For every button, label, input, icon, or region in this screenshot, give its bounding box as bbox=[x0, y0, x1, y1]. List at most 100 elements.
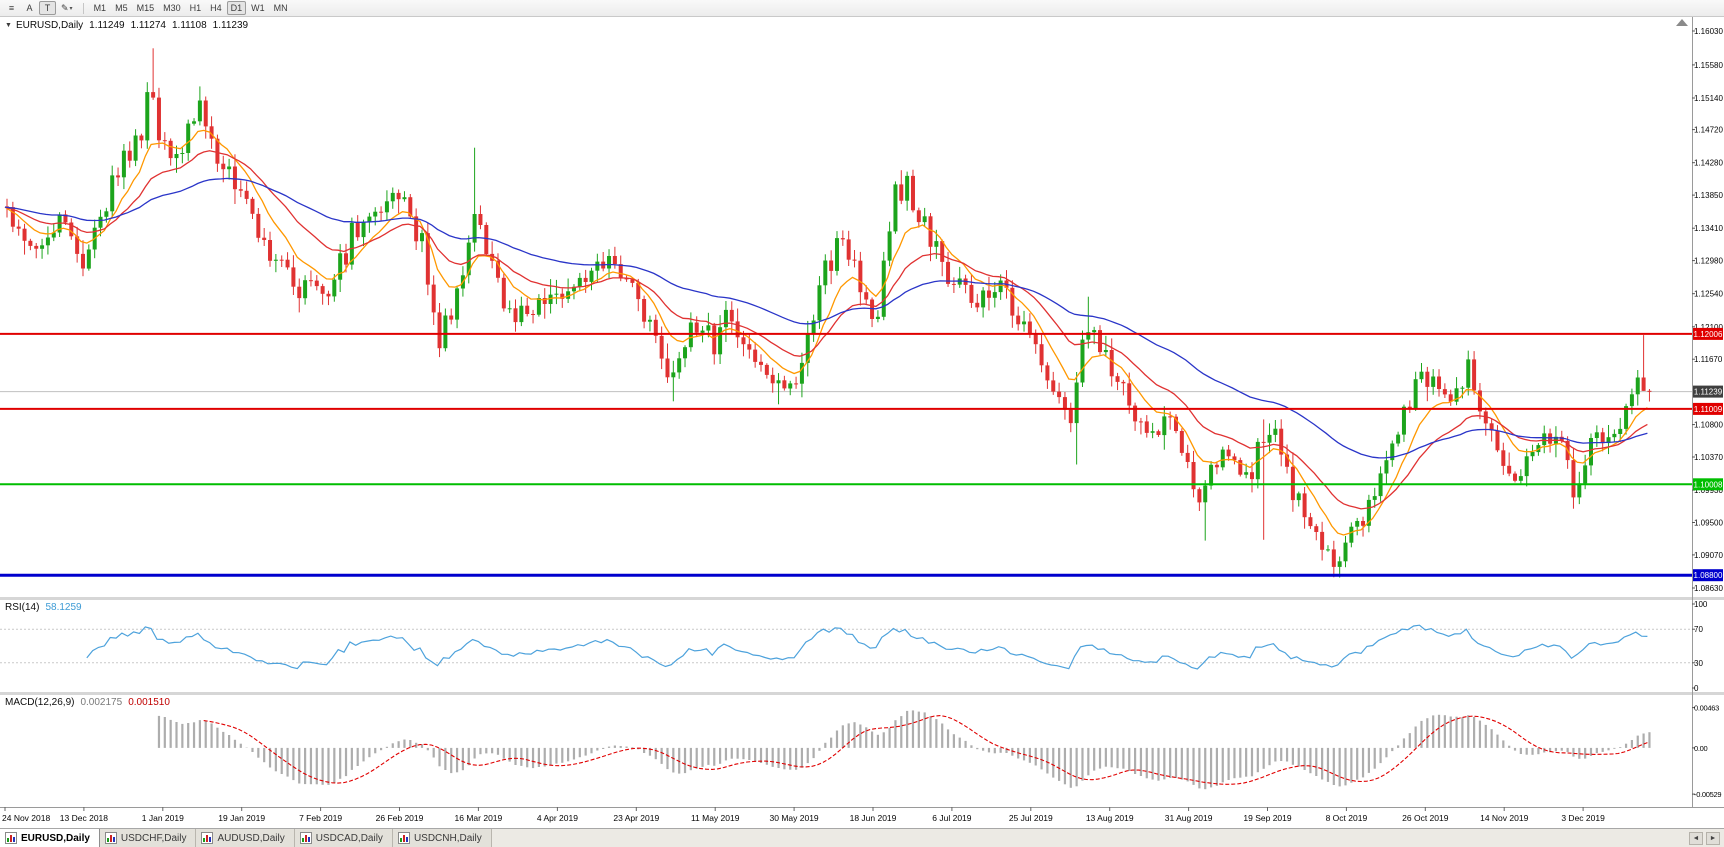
macd-axis-tick: 0.00 bbox=[1694, 744, 1708, 753]
candlestick-series bbox=[5, 48, 1652, 578]
level-price-tag bbox=[1693, 327, 1723, 340]
price-axis-tick: 1.12100 bbox=[1694, 323, 1723, 332]
price-axis-tick: 1.13410 bbox=[1694, 224, 1723, 233]
date-axis-label: 16 Mar 2019 bbox=[455, 813, 503, 823]
chart-list-icon-label: ≡ bbox=[8, 3, 15, 13]
chart-tab-icon bbox=[299, 832, 312, 844]
chart-area[interactable]: 1.16030 1.15580 1.15140 1.14720 1.14280 1.138… bbox=[0, 17, 1724, 828]
date-axis-label: 19 Jan 2019 bbox=[218, 813, 265, 823]
rsi-axis-tick: 30 bbox=[1694, 659, 1703, 668]
chart-tab-usdchf[interactable]: USDCHF,Daily bbox=[99, 829, 197, 847]
timeframe-d1-button[interactable]: D1 bbox=[226, 1, 247, 15]
price-axis-tick: 1.12980 bbox=[1694, 257, 1723, 266]
timeframes-group: M1 M5 M15 M30 H1 H4 D1 W1 MN bbox=[90, 1, 292, 15]
level-price-tag-label: 1.10008 bbox=[1694, 480, 1723, 489]
price-axis-tick: 1.13850 bbox=[1694, 191, 1723, 200]
price-axis-tick: 1.16030 bbox=[1694, 27, 1723, 36]
date-axis-label: 13 Aug 2019 bbox=[1086, 813, 1134, 823]
tab-label: EURUSD,Daily bbox=[21, 832, 90, 844]
date-axis-label: 14 Nov 2019 bbox=[1480, 813, 1528, 823]
chart-tab-icon bbox=[104, 832, 117, 844]
date-axis-label: 1 Jan 2019 bbox=[142, 813, 184, 823]
macd-axis-tick: -0.00529 bbox=[1694, 790, 1721, 799]
date-axis-label: 11 May 2019 bbox=[691, 813, 740, 823]
timeframe-label: H4 bbox=[210, 3, 222, 13]
ma-55-line bbox=[4, 177, 1648, 459]
timeframe-label: M5 bbox=[115, 3, 128, 13]
timeframe-m15-button[interactable]: M15 bbox=[133, 1, 159, 15]
tab-label: USDCNH,Daily bbox=[413, 832, 482, 844]
tab-label: AUDUSD,Daily bbox=[217, 832, 285, 844]
chart-tab-audusd[interactable]: AUDUSD,Daily bbox=[196, 829, 295, 847]
timeframe-label: MN bbox=[273, 3, 288, 13]
date-axis-label: 8 Oct 2019 bbox=[1326, 813, 1368, 823]
timeframe-m30-button[interactable]: M30 bbox=[159, 1, 185, 15]
drawing-tool-button[interactable]: ✎ ▾ bbox=[57, 1, 77, 15]
timeframe-h4-button[interactable]: H4 bbox=[206, 1, 226, 15]
rsi-axis-tick: 70 bbox=[1694, 625, 1703, 634]
chart-tab-usdcnh[interactable]: USDCNH,Daily bbox=[392, 829, 492, 847]
timeframe-w1-button[interactable]: W1 bbox=[247, 1, 269, 15]
price-axis-tick: 1.08630 bbox=[1694, 584, 1723, 593]
rsi-axis-tick: 0 bbox=[1694, 684, 1699, 693]
annotation-tool-button-label: A bbox=[26, 3, 33, 13]
current-price-tag bbox=[1693, 385, 1723, 398]
price-axis-tick: 1.09930 bbox=[1694, 486, 1723, 495]
price-axis-tick: 1.14720 bbox=[1694, 126, 1723, 135]
rsi-line bbox=[86, 624, 1648, 670]
toolbar-separator bbox=[82, 2, 84, 14]
level-price-tag-label: 1.08800 bbox=[1694, 571, 1723, 580]
text-tool-button-label: T bbox=[44, 3, 51, 13]
chart-tab-icon bbox=[5, 832, 17, 844]
timeframe-h1-button[interactable]: H1 bbox=[186, 1, 206, 15]
tabs-scroll-right-button[interactable]: ► bbox=[1706, 831, 1720, 845]
date-axis-label: 4 Apr 2019 bbox=[537, 813, 578, 823]
chart-tab-icon bbox=[201, 832, 214, 844]
timeframe-label: D1 bbox=[230, 3, 243, 13]
date-axis-label: 24 Nov 2018 bbox=[2, 813, 50, 823]
tab-scroll-controls: ◄ ► bbox=[1685, 829, 1724, 847]
toolbar: ≡ A T ✎ ▾ M1 M5 M15 M30 H1 H4 D1 W1 MN bbox=[0, 0, 1724, 17]
price-axis-tick: 1.15140 bbox=[1694, 94, 1723, 103]
date-axis-label: 13 Dec 2018 bbox=[60, 813, 108, 823]
tab-label: USDCAD,Daily bbox=[315, 832, 383, 844]
timeframe-label: M15 bbox=[136, 3, 155, 13]
price-axis-tick: 1.09070 bbox=[1694, 551, 1723, 560]
chart-tab-eurusd[interactable]: EURUSD,Daily bbox=[0, 829, 100, 847]
panel-separator[interactable] bbox=[0, 597, 1724, 600]
drawing-tool-button-label: ✎ bbox=[61, 2, 69, 13]
date-axis-label: 25 Jul 2019 bbox=[1009, 813, 1053, 823]
timeframe-m5-button[interactable]: M5 bbox=[111, 1, 132, 15]
chart-list-icon[interactable]: ≡ bbox=[3, 1, 20, 15]
date-axis-label: 31 Aug 2019 bbox=[1165, 813, 1213, 823]
text-tool-button[interactable]: T bbox=[39, 1, 56, 15]
chevron-down-icon: ▾ bbox=[69, 5, 73, 12]
date-axis-label: 23 Apr 2019 bbox=[613, 813, 659, 823]
level-price-tag-label: 1.11009 bbox=[1694, 405, 1723, 414]
level-price-tag-label: 1.12006 bbox=[1694, 330, 1723, 339]
tabs-scroll-left-button[interactable]: ◄ bbox=[1689, 831, 1703, 845]
macd-histogram bbox=[157, 710, 1651, 790]
timeframe-label: W1 bbox=[251, 3, 265, 13]
price-axis-tick: 1.14280 bbox=[1694, 159, 1723, 168]
price-chart-canvas[interactable]: 1.16030 1.15580 1.15140 1.14720 1.14280 1.138… bbox=[0, 17, 1724, 828]
timeframe-mn-button[interactable]: MN bbox=[270, 1, 292, 15]
scroll-to-latest-marker[interactable] bbox=[1676, 19, 1688, 26]
chart-tab-usdcad[interactable]: USDCAD,Daily bbox=[294, 829, 393, 847]
chart-tab-icon bbox=[397, 832, 410, 844]
date-axis-label: 19 Sep 2019 bbox=[1243, 813, 1291, 823]
chart-tabs: EURUSD,Daily USDCHF,Daily AUDUSD,Daily USDC… bbox=[0, 829, 492, 847]
date-axis-label: 3 Dec 2019 bbox=[1561, 813, 1605, 823]
price-axis-tick: 1.09500 bbox=[1694, 519, 1723, 528]
price-axis-tick: 1.12540 bbox=[1694, 290, 1723, 299]
annotation-tool-button[interactable]: A bbox=[21, 1, 38, 15]
timeframe-label: M1 bbox=[93, 3, 107, 13]
price-axis-tick: 1.11670 bbox=[1694, 355, 1723, 364]
timeframe-m1-button[interactable]: M1 bbox=[90, 1, 111, 15]
panel-separator[interactable] bbox=[0, 692, 1724, 695]
tools-group: ≡ A T ✎ ▾ bbox=[3, 1, 77, 15]
rsi-axis-tick: 100 bbox=[1694, 600, 1708, 609]
price-axis-tick: 1.10370 bbox=[1694, 453, 1723, 462]
level-price-tag bbox=[1693, 402, 1723, 415]
